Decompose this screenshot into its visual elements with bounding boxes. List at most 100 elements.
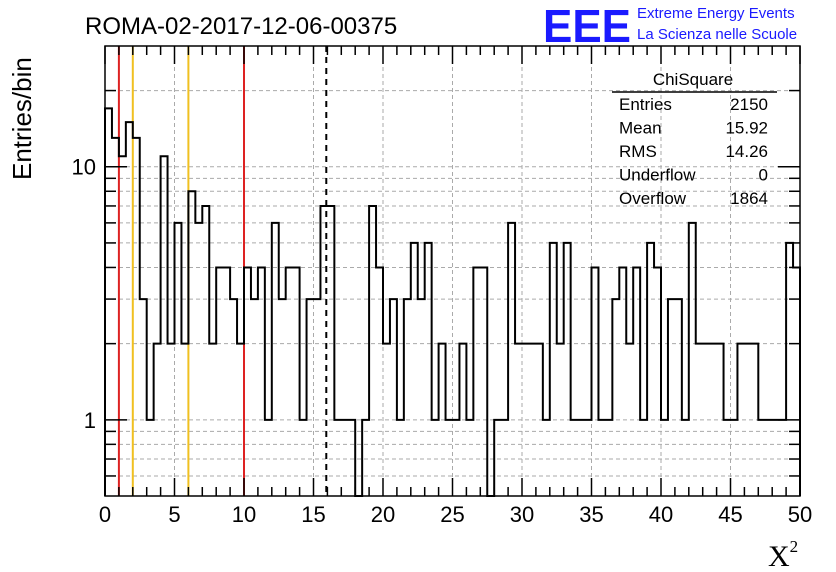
x-tick-label: 10 <box>232 502 256 527</box>
histogram-bin <box>682 420 689 496</box>
stats-title: ChiSquare <box>653 70 733 89</box>
histogram-line <box>104 107 801 497</box>
histogram-bin <box>675 299 682 496</box>
histogram-bin <box>522 344 529 496</box>
histogram-bin <box>175 223 182 496</box>
histogram-bin <box>543 420 550 496</box>
histogram-bin <box>710 344 717 496</box>
histogram-bin <box>300 420 307 496</box>
logo-line2: La Scienza nelle Scuole <box>637 26 797 43</box>
histogram-bin <box>786 243 793 496</box>
stats-label: Overflow <box>619 189 687 208</box>
tick-labels: 0 5 10 15 20 25 30 35 40 45 50 1 10 <box>72 155 813 527</box>
histogram-bin <box>133 138 140 496</box>
histogram-bin <box>459 344 466 496</box>
histogram-bin <box>362 420 369 496</box>
histogram-bin <box>779 420 786 496</box>
stats-value: 14.26 <box>725 142 768 161</box>
histogram-bin <box>348 420 355 496</box>
histogram-bin <box>293 267 300 496</box>
y-axis-label: Entries/bin <box>7 57 37 180</box>
histogram-bin <box>272 223 279 496</box>
histogram-bin <box>216 267 223 496</box>
histogram-bin <box>501 420 508 496</box>
histogram-bin <box>154 344 161 496</box>
histogram-bin <box>188 191 195 496</box>
histogram-bin <box>369 206 376 496</box>
histogram-bin <box>731 420 738 496</box>
histogram-bin <box>494 420 501 496</box>
histogram-bin <box>578 420 585 496</box>
stats-value: 1864 <box>730 189 768 208</box>
histogram-bin <box>647 243 654 496</box>
histogram-bin <box>529 344 536 496</box>
histogram-bin <box>327 206 334 496</box>
histogram-bin <box>466 420 473 496</box>
stats-label: Mean <box>619 119 662 138</box>
histogram-bin <box>758 420 765 496</box>
histogram-bin <box>737 344 744 496</box>
histogram-bin <box>425 243 432 496</box>
histogram-bin <box>640 420 647 496</box>
histogram-bin <box>508 223 515 496</box>
histogram-bin <box>751 344 758 496</box>
x-tick-label: 45 <box>718 502 742 527</box>
histogram-bin <box>383 344 390 496</box>
histogram-bin <box>397 420 404 496</box>
histogram-bin <box>654 267 661 496</box>
histogram-bin <box>724 420 731 496</box>
stats-label: Underflow <box>619 166 696 185</box>
histogram-bin <box>147 420 154 496</box>
histogram-bin <box>404 299 411 496</box>
axis-ticks <box>104 46 801 496</box>
histogram-bin <box>696 344 703 496</box>
histogram-bin <box>341 420 348 496</box>
histogram-bin <box>202 206 209 496</box>
x-tick-label: 30 <box>510 502 534 527</box>
histogram-bin <box>661 420 668 496</box>
x-tick-label: 15 <box>301 502 325 527</box>
x-tick-label: 5 <box>168 502 180 527</box>
histogram-bin <box>765 420 772 496</box>
histogram-bin <box>668 299 675 496</box>
histogram-bin <box>320 206 327 496</box>
histogram-bin <box>744 344 751 496</box>
histogram-bin <box>703 344 710 496</box>
eee-logo: EEE Extreme Energy Events La Scienza nel… <box>543 0 797 52</box>
histogram-bin <box>473 267 480 496</box>
x-tick-label: 50 <box>788 502 812 527</box>
histogram-bin <box>536 344 543 496</box>
histogram-bin <box>439 344 446 496</box>
histogram-bin <box>230 299 237 496</box>
histogram-bin <box>619 267 626 496</box>
x-tick-label: 25 <box>440 502 464 527</box>
histogram-bin <box>453 420 460 496</box>
histogram-bin <box>161 156 168 496</box>
histogram-bin <box>390 299 397 496</box>
histogram-bin <box>334 420 341 496</box>
histogram-bin <box>585 420 592 496</box>
x-axis-label-superscript: 2 <box>790 537 799 556</box>
histogram-bin <box>286 267 293 496</box>
x-axis-label: X2 <box>768 537 798 572</box>
stats-label: RMS <box>619 142 657 161</box>
histogram-bin <box>237 344 244 496</box>
y-tick-label: 10 <box>72 155 96 180</box>
histogram-bin <box>411 243 418 496</box>
histogram-bin <box>140 299 147 496</box>
histogram-bin <box>168 344 175 496</box>
stats-label: Entries <box>619 95 672 114</box>
histogram-bin <box>717 344 724 496</box>
histogram-bin <box>793 267 800 496</box>
x-tick-label: 20 <box>371 502 395 527</box>
histogram-bin <box>612 299 619 496</box>
histogram-bin <box>307 299 314 496</box>
histogram-bin <box>223 267 230 496</box>
histogram-bin <box>251 299 258 496</box>
histogram-bin <box>564 243 571 496</box>
histogram-bin <box>258 267 265 496</box>
x-axis-label-main: X <box>768 540 790 572</box>
histogram-bin <box>418 299 425 496</box>
histogram-bin <box>772 420 779 496</box>
